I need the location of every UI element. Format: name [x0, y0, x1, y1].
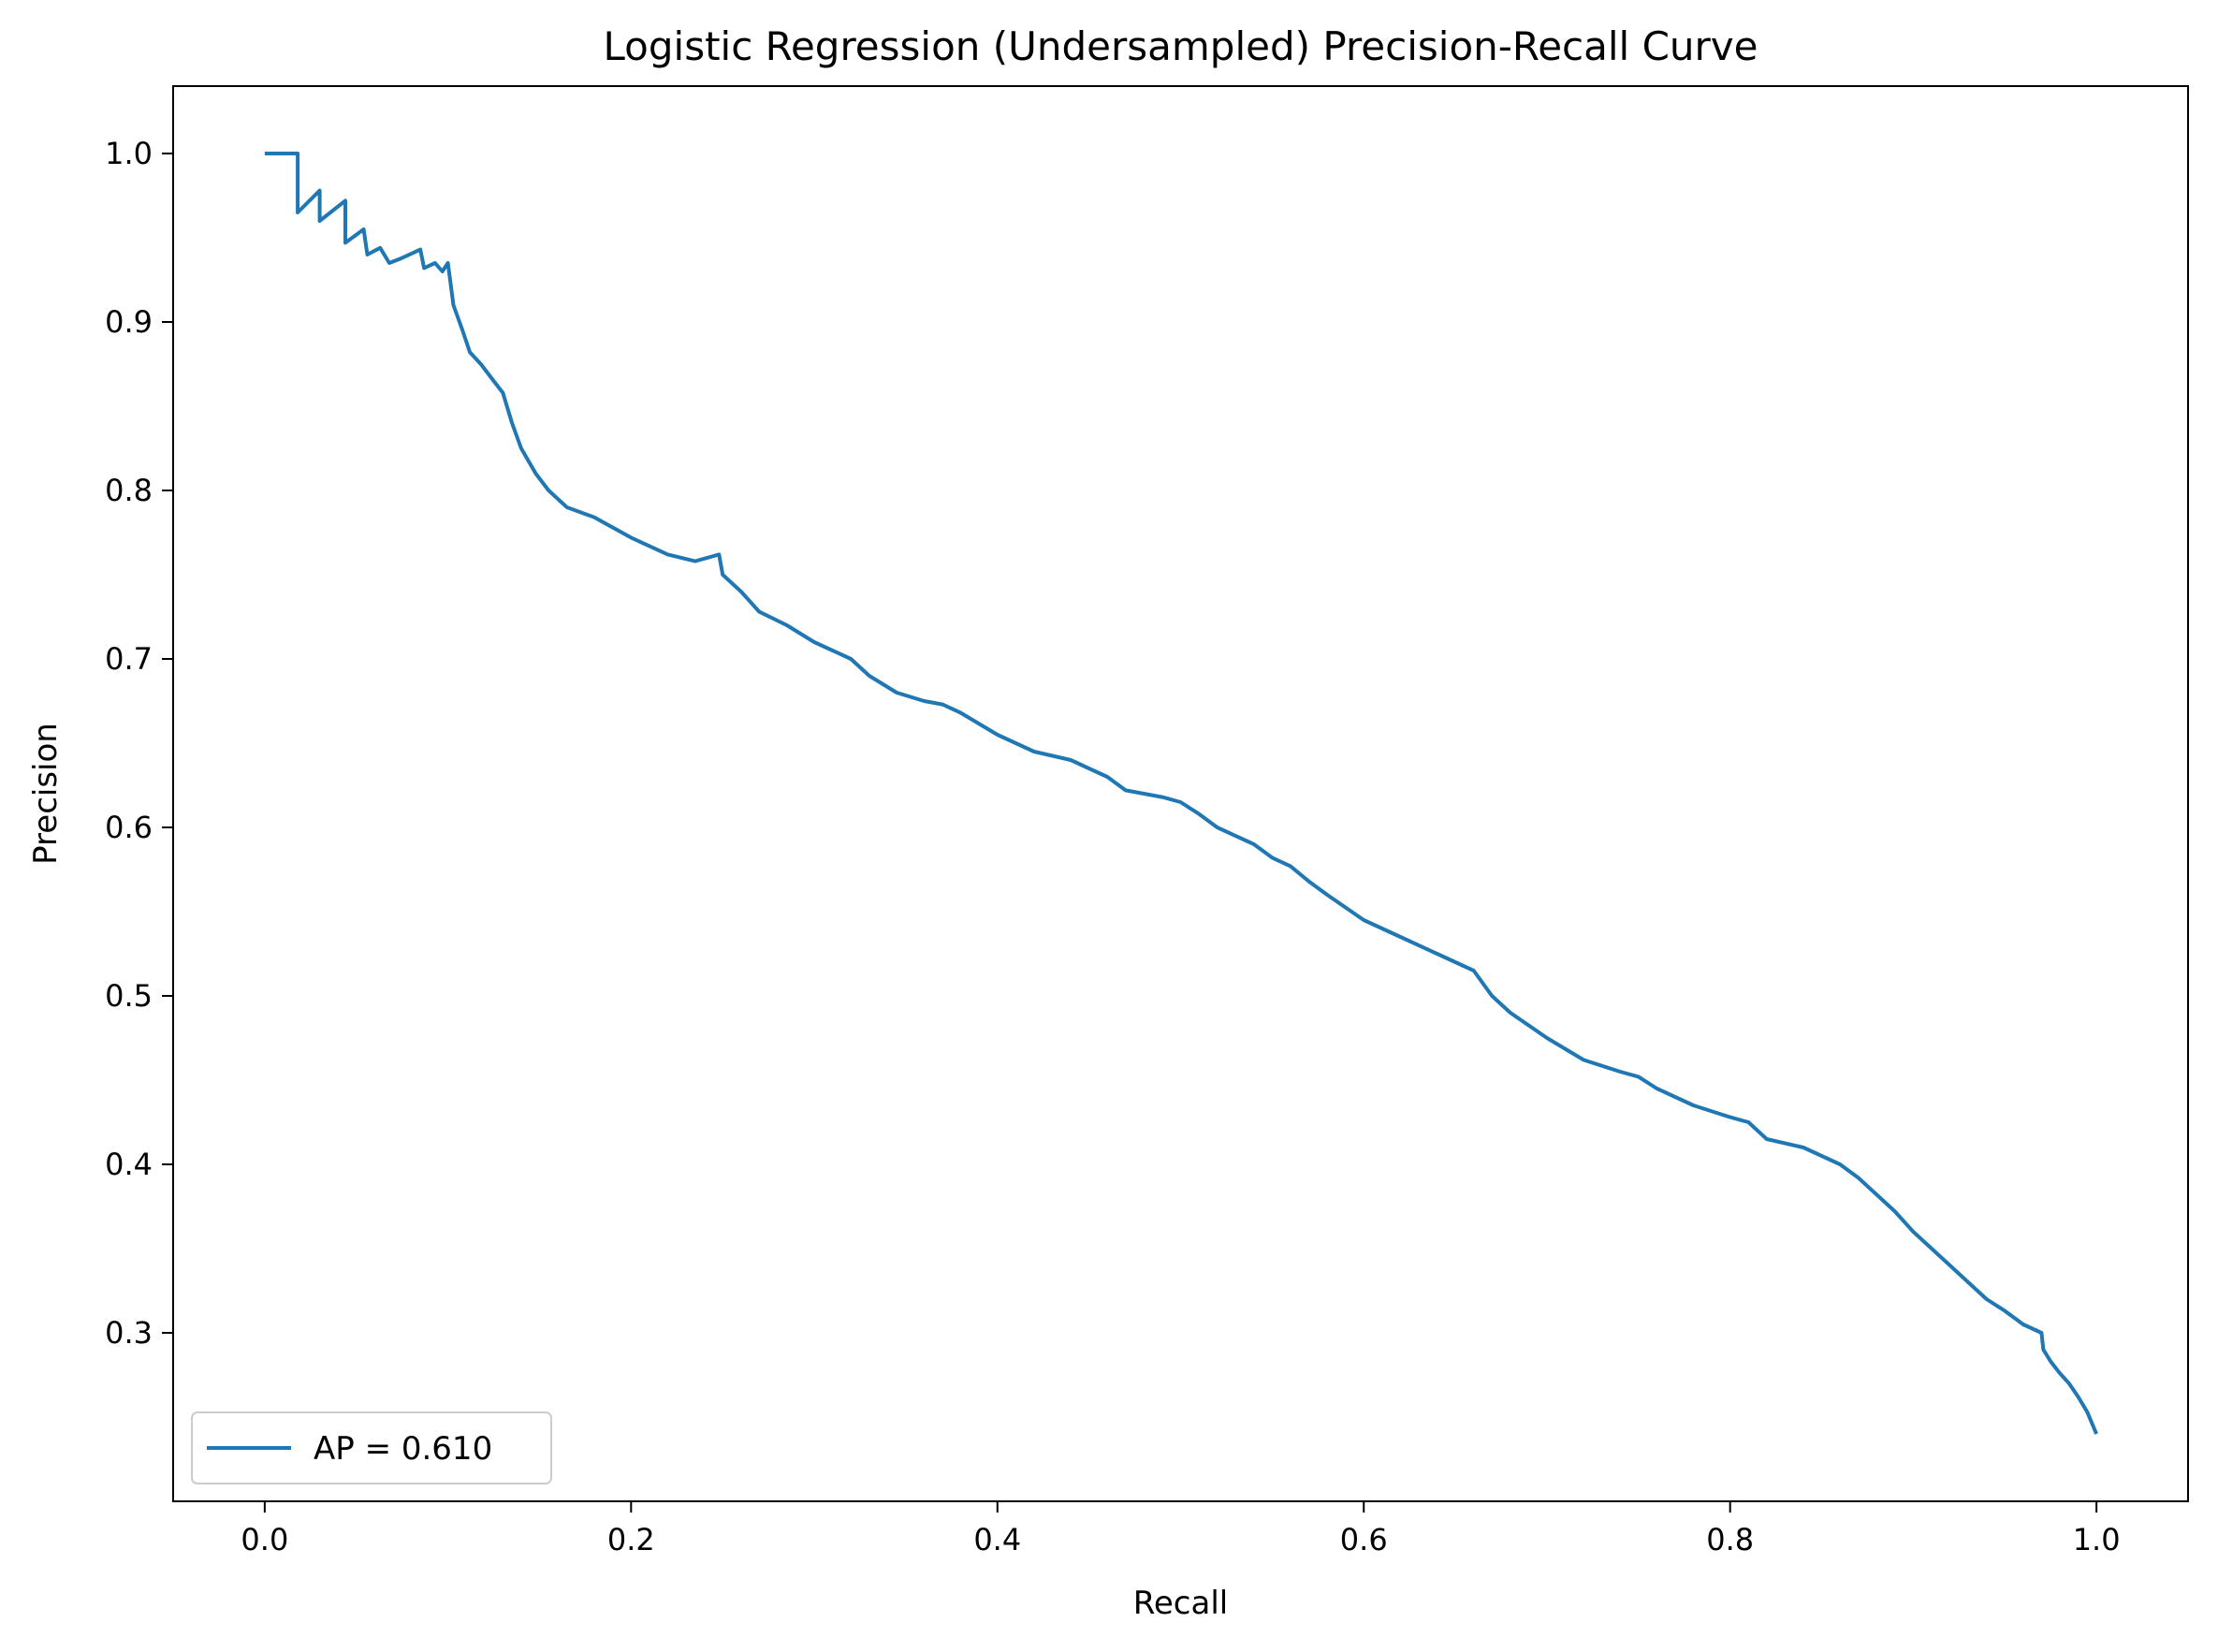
y-tick-label: 1.0	[105, 136, 153, 171]
x-tick-label: 0.2	[607, 1522, 655, 1557]
chart-title: Logistic Regression (Undersampled) Preci…	[604, 23, 1758, 69]
legend: AP = 0.610	[191, 1411, 552, 1484]
legend-label: AP = 0.610	[314, 1430, 492, 1468]
x-tick-label: 0.0	[241, 1522, 288, 1557]
y-tick-label: 0.7	[105, 641, 153, 677]
y-tick-label: 0.6	[105, 810, 153, 845]
y-axis-title: Precision	[27, 723, 65, 865]
plot-area	[172, 85, 2189, 1502]
y-tick-label: 0.3	[105, 1315, 153, 1351]
y-tick-label: 0.5	[105, 978, 153, 1014]
y-tick-label: 0.4	[105, 1147, 153, 1182]
y-tick-label: 0.8	[105, 473, 153, 508]
x-tick-label: 0.4	[973, 1522, 1021, 1557]
legend-box	[191, 1411, 552, 1484]
y-tick-label: 0.9	[105, 304, 153, 340]
x-tick-label: 0.6	[1340, 1522, 1388, 1557]
axes-frame	[172, 85, 2189, 1502]
y-axis-ticks: 0.3 0.4 0.5 0.6 0.7 0.8 0.9 1.0	[105, 136, 173, 1351]
x-tick-label: 1.0	[2073, 1522, 2121, 1557]
x-axis-title: Recall	[1133, 1585, 1228, 1622]
x-axis-ticks: 0.0 0.2 0.4 0.6 0.8 1.0	[241, 1501, 2121, 1557]
x-tick-label: 0.8	[1706, 1522, 1754, 1557]
series-line-ap	[264, 152, 2098, 1435]
